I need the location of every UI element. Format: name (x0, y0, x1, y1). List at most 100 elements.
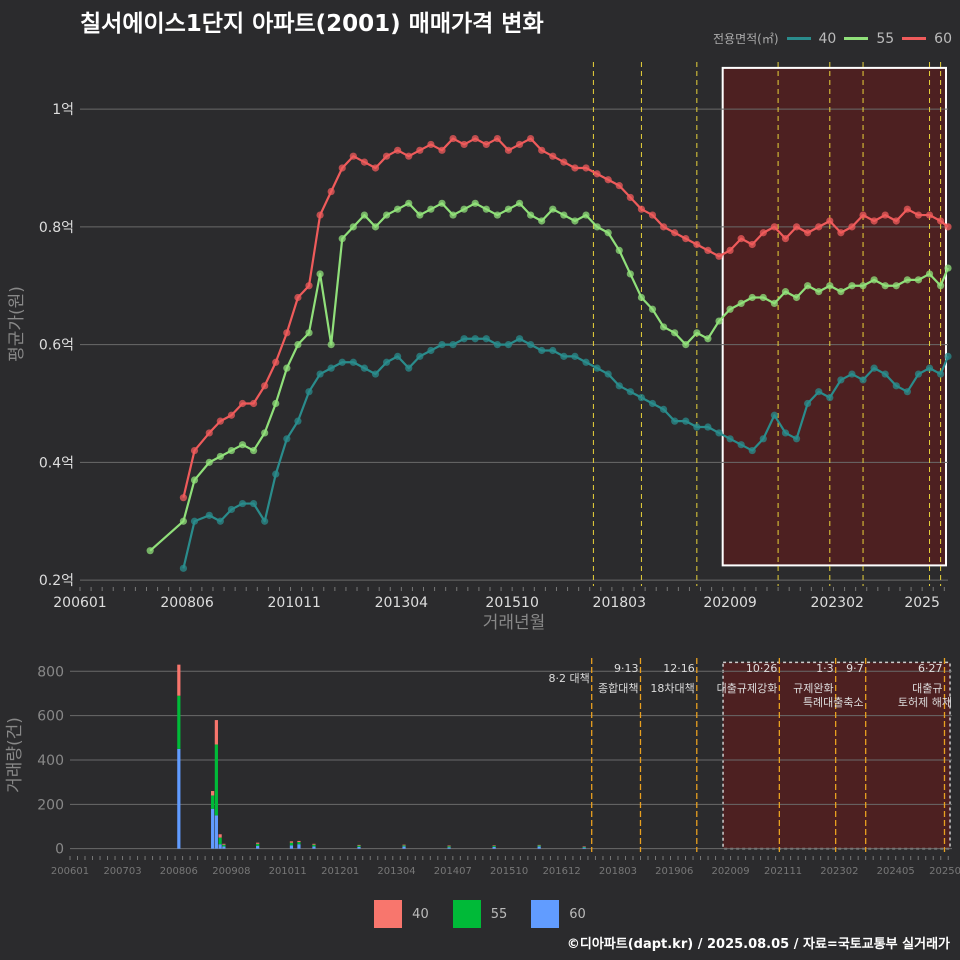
chart-title: 칠서에이스1단지 아파트(2001) 매매가격 변화 (80, 11, 544, 37)
data-point-55 (914, 276, 923, 284)
data-point-40 (482, 335, 490, 343)
data-point-60 (637, 205, 646, 213)
data-point-40 (637, 393, 646, 402)
data-point-40 (371, 370, 380, 378)
bar-x-tick-label: 201407 (434, 866, 472, 877)
data-point-60 (205, 429, 213, 437)
data-point-40 (179, 564, 188, 572)
y-tick-label: 1억 (52, 102, 74, 118)
bar-60 (447, 847, 451, 849)
bar-legend-swatch-40 (374, 900, 403, 928)
bar-40 (289, 841, 294, 843)
data-point-55 (349, 223, 357, 231)
data-point-40 (305, 388, 313, 396)
bar-y-tick-label: 0 (55, 842, 64, 858)
y-axis-label: 평균가(원) (7, 286, 27, 362)
data-point-40 (704, 423, 712, 431)
bar-legend-item-55: 55 (452, 900, 507, 928)
data-point-40 (770, 411, 779, 419)
bar-60 (218, 844, 222, 849)
data-point-40 (781, 429, 790, 437)
bar-x-tick-label: 201201 (321, 866, 359, 877)
data-point-55 (305, 329, 313, 337)
data-point-60 (504, 146, 513, 154)
legend-title: 전용면적(㎡) (712, 32, 779, 46)
data-point-55 (382, 211, 391, 219)
bar-y-tick-label: 600 (37, 709, 64, 725)
data-point-60 (659, 223, 668, 231)
legend-area-size: 전용면적(㎡) 40 55 60 (713, 30, 952, 47)
data-point-40 (449, 341, 457, 349)
data-point-40 (593, 364, 601, 372)
data-point-55 (371, 223, 380, 231)
data-point-55 (859, 282, 867, 290)
data-point-55 (759, 293, 767, 302)
data-point-60 (427, 140, 435, 149)
data-point-55 (748, 293, 756, 302)
data-point-55 (704, 335, 712, 343)
data-point-40 (338, 358, 346, 366)
data-point-40 (715, 429, 723, 437)
data-point-55 (781, 288, 790, 296)
data-point-60 (870, 217, 878, 225)
data-point-55 (438, 199, 446, 207)
bar-x-tick-label: 202507 (929, 866, 960, 877)
data-point-60 (737, 235, 745, 243)
data-point-60 (826, 217, 834, 225)
bar-40 (297, 840, 301, 843)
data-point-55 (327, 341, 335, 349)
data-point-60 (925, 211, 934, 219)
bar-55 (214, 744, 218, 816)
bar-40 (537, 844, 541, 846)
data-point-60 (837, 229, 845, 237)
data-point-40 (815, 388, 823, 396)
data-point-55 (360, 211, 369, 219)
data-point-55 (693, 329, 701, 337)
bar-55 (312, 844, 316, 847)
data-point-55 (944, 264, 952, 272)
data-point-55 (416, 211, 424, 219)
data-point-60 (216, 417, 224, 425)
bar-40 (357, 844, 361, 846)
data-point-60 (815, 223, 823, 231)
data-point-55 (671, 329, 679, 337)
data-point-60 (227, 411, 236, 419)
y-tick-label: 0.6억 (39, 338, 74, 354)
data-point-55 (815, 288, 823, 296)
data-point-40 (460, 335, 468, 343)
data-point-60 (726, 246, 734, 255)
y-tick-label: 0.4억 (39, 455, 74, 471)
data-point-55 (604, 229, 612, 237)
data-point-60 (482, 140, 490, 149)
bar-legend-label-60: 60 (569, 906, 586, 922)
data-point-55 (593, 223, 601, 231)
data-point-40 (349, 358, 357, 366)
x-tick-label: 201510 (485, 595, 538, 611)
bar-60 (537, 846, 541, 849)
data-point-60 (549, 152, 557, 160)
bar-x-tick-label: 202405 (877, 866, 915, 877)
policy-sublabel: 대출규 (912, 682, 942, 695)
policy-label: 12·16 (663, 662, 695, 675)
x-tick-label: 200601 (53, 595, 106, 611)
data-point-55 (179, 517, 188, 525)
data-point-60 (250, 399, 258, 408)
data-point-55 (394, 205, 402, 213)
data-point-55 (460, 205, 468, 213)
bar-60 (492, 846, 496, 849)
data-point-40 (405, 364, 413, 372)
data-point-55 (205, 458, 213, 466)
data-point-60 (571, 164, 579, 172)
data-point-40 (190, 517, 199, 525)
data-point-60 (460, 140, 468, 149)
data-point-60 (316, 211, 324, 219)
data-point-60 (238, 399, 247, 408)
data-point-55 (615, 246, 623, 255)
data-point-55 (648, 305, 657, 313)
data-point-55 (881, 282, 889, 290)
bar-55 (357, 845, 361, 847)
data-point-60 (382, 152, 391, 160)
data-point-40 (549, 346, 557, 355)
data-point-60 (349, 152, 357, 160)
data-point-40 (527, 341, 535, 349)
